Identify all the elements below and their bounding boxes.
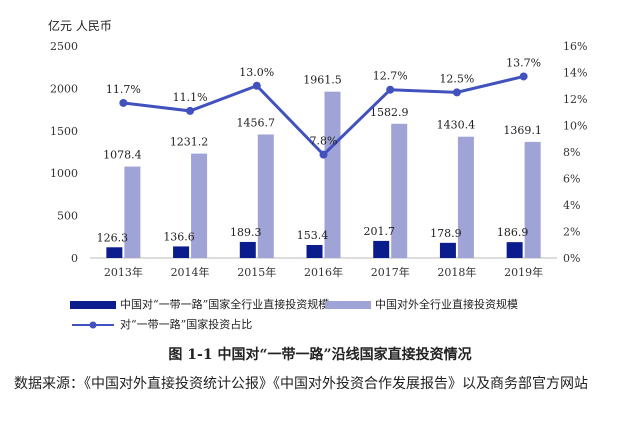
y-left-tick-label: 1000 — [50, 167, 78, 180]
bar-data-label-br: 136.6 — [163, 230, 195, 243]
x-tick-label: 2017年 — [371, 265, 410, 279]
bar-total-odi — [524, 141, 541, 258]
data-source: 数据来源：《中国对外直接投资统计公报》《中国对外投资合作发展报告》以及商务部官方… — [14, 376, 588, 392]
y-right-tick-label: 4% — [563, 199, 580, 212]
y-right-tick-label: 14% — [563, 67, 587, 80]
bar-total-odi — [257, 134, 274, 258]
share-point — [186, 106, 195, 115]
bar-belt-road — [173, 246, 190, 258]
bar-data-label-br: 186.9 — [497, 226, 529, 239]
legend-item-total-bar: 中国对外全行业直接投资规模 — [325, 296, 518, 312]
share-point — [386, 85, 395, 94]
bar-belt-road — [439, 242, 456, 258]
bar-belt-road — [106, 247, 123, 258]
x-tick-label: 2015年 — [237, 265, 276, 279]
y-right-tick-label: 16% — [563, 40, 587, 53]
legend-item-share-line: 对“一带一路”国家投资占比 — [70, 316, 252, 332]
bar-total-odi — [391, 123, 408, 258]
y-left-tick-label: 1500 — [50, 125, 78, 138]
x-tick-label: 2019年 — [504, 265, 543, 279]
y-right-tick-label: 8% — [563, 146, 580, 159]
share-data-label: 12.7% — [373, 70, 408, 83]
x-tick-label: 2014年 — [171, 265, 210, 279]
x-tick-label: 2016年 — [304, 265, 343, 279]
bar-data-label-total: 1961.5 — [303, 74, 342, 87]
share-data-label: 13.7% — [506, 56, 541, 69]
bar-data-label-total: 1078.4 — [103, 149, 142, 162]
share-data-label: 13.0% — [239, 66, 274, 79]
legend-item-br-bar: 中国对“一带一路”国家全行业直接投资规模 — [70, 296, 329, 312]
bar-data-label-br: 178.9 — [430, 227, 462, 240]
legend-label-share: 对“一带一路”国家投资占比 — [120, 318, 253, 331]
bar-total-odi — [191, 153, 208, 258]
figure-caption: 图 1-1 中国对“一带一路”沿线国家直接投资情况 — [168, 347, 472, 363]
bar-data-label-total: 1231.2 — [170, 136, 209, 149]
y-right-tick-label: 12% — [563, 93, 587, 106]
bar-data-label-total: 1369.1 — [503, 124, 542, 137]
legend-swatch-br — [70, 301, 116, 309]
bar-data-label-br: 126.3 — [97, 231, 129, 244]
bar-belt-road — [306, 244, 323, 258]
legend-swatch-total — [325, 301, 371, 309]
bar-data-label-br: 153.4 — [297, 229, 329, 242]
share-data-label: 7.8% — [310, 135, 338, 148]
legend-swatch-share — [72, 321, 114, 329]
legend-label-total: 中国对外全行业直接投资规模 — [375, 298, 518, 311]
x-tick-label: 2013年 — [104, 265, 143, 279]
share-data-label: 11.7% — [106, 83, 141, 96]
y-right-tick-label: 6% — [563, 173, 580, 186]
legend-label-br: 中国对“一带一路”国家全行业直接投资规模 — [120, 298, 330, 311]
bar-data-label-br: 189.3 — [230, 226, 262, 239]
bar-belt-road — [239, 241, 256, 258]
share-point — [252, 81, 261, 90]
bar-belt-road — [373, 240, 390, 258]
share-data-label: 12.5% — [439, 72, 474, 85]
y-left-tick-label: 0 — [71, 252, 78, 265]
share-point — [319, 150, 328, 159]
y-right-tick-label: 2% — [563, 226, 580, 239]
bar-data-label-br: 201.7 — [363, 225, 395, 238]
y-left-tick-label: 2500 — [50, 40, 78, 53]
bar-belt-road — [506, 242, 523, 258]
y-left-tick-label: 2000 — [50, 82, 78, 95]
bar-data-label-total: 1430.4 — [437, 119, 476, 132]
bar-data-label-total: 1456.7 — [237, 116, 276, 129]
share-data-label: 11.1% — [173, 91, 208, 104]
y-right-tick-label: 10% — [563, 120, 587, 133]
combo-chart: 亿元 人民币 0 500 1000 1500 2000 2500 0% 2% 4% 6% 8% 10% 1… — [48, 18, 587, 279]
x-tick-label: 2018年 — [437, 265, 476, 279]
share-point — [452, 88, 461, 97]
bar-total-odi — [324, 91, 341, 259]
share-point — [119, 98, 128, 107]
y-right-tick-label: 0% — [563, 252, 580, 265]
share-point — [519, 72, 528, 81]
unit-label: 亿元 人民币 — [48, 18, 112, 33]
bar-data-label-total: 1582.9 — [370, 106, 409, 119]
bar-total-odi — [124, 166, 141, 258]
y-left-tick-label: 500 — [57, 210, 78, 223]
bar-total-odi — [457, 136, 474, 258]
